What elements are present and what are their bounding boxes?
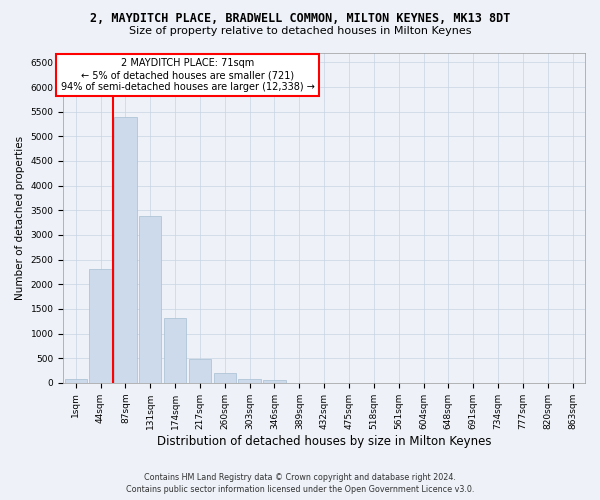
Bar [89, 270, 112, 383]
Text: 2, MAYDITCH PLACE, BRADWELL COMMON, MILTON KEYNES, MK13 8DT: 2, MAYDITCH PLACE, BRADWELL COMMON, MILT… [90, 12, 510, 26]
Bar [65, 380, 87, 383]
Text: 2 MAYDITCH PLACE: 71sqm
← 5% of detached houses are smaller (721)
94% of semi-de: 2 MAYDITCH PLACE: 71sqm ← 5% of detached… [61, 58, 314, 92]
Bar [263, 380, 286, 383]
Bar [238, 379, 261, 383]
Bar [164, 318, 186, 383]
Text: Contains HM Land Registry data © Crown copyright and database right 2024.
Contai: Contains HM Land Registry data © Crown c… [126, 472, 474, 494]
X-axis label: Distribution of detached houses by size in Milton Keynes: Distribution of detached houses by size … [157, 434, 491, 448]
Bar [114, 116, 137, 383]
Bar [189, 359, 211, 383]
Y-axis label: Number of detached properties: Number of detached properties [15, 136, 25, 300]
Bar [139, 216, 161, 383]
Text: Size of property relative to detached houses in Milton Keynes: Size of property relative to detached ho… [129, 26, 471, 36]
Bar [214, 374, 236, 383]
